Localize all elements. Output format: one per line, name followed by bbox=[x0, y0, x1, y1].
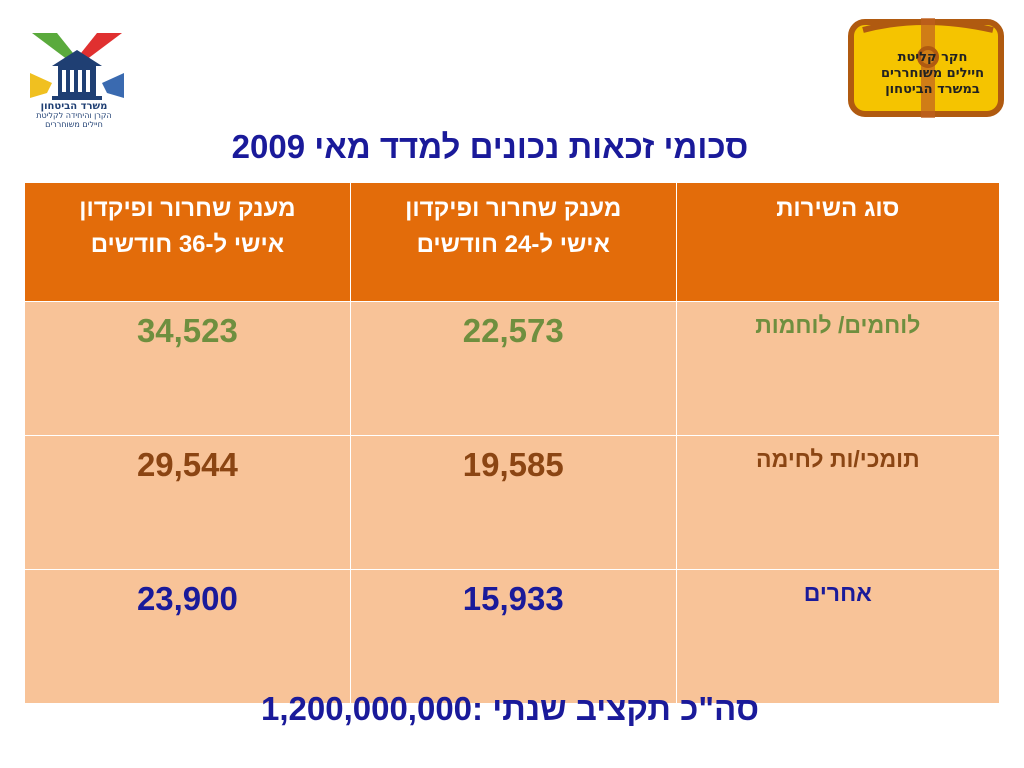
research-unit-logo bbox=[848, 18, 1004, 118]
header-grant-24-months: מענק שחרור ופיקדון אישי ל-24 חודשים bbox=[349, 182, 677, 302]
service-type-cell: לוחמים/ לוחמות bbox=[675, 301, 1001, 436]
table-row: לוחמים/ לוחמות 22,573 34,523 bbox=[24, 301, 1001, 436]
header-grant-36-months: מענק שחרור ופיקדון אישי ל-36 חודשים bbox=[24, 182, 351, 302]
service-type-cell: תומכי/ות לחימה bbox=[675, 435, 1001, 570]
ministry-logo-caption: משרד הביטחון הקרן והיחידה לקליטת חיילים … bbox=[36, 101, 112, 130]
page-title: סכומי זכאות נכונים למדד מאי 2009 bbox=[231, 128, 749, 165]
grant-36-cell: 34,523 bbox=[24, 301, 351, 436]
table-row: תומכי/ות לחימה 19,585 29,544 bbox=[24, 435, 1001, 570]
annual-budget-total: סה"כ תקציב שנתי :1,200,000,000 bbox=[260, 690, 760, 727]
grant-24-cell: 15,933 bbox=[349, 569, 677, 704]
research-logo-caption: חקר קליטת חיילים משוחררים במשרד הביטחון bbox=[880, 50, 985, 97]
grant-24-cell: 19,585 bbox=[349, 435, 677, 570]
table-row: אחרים 15,933 23,900 bbox=[24, 569, 1001, 704]
header-service-type: סוג השירות bbox=[675, 182, 1001, 302]
grant-36-cell: 29,544 bbox=[24, 435, 351, 570]
service-type-cell: אחרים bbox=[675, 569, 1001, 704]
ministry-of-defense-logo bbox=[30, 33, 124, 100]
grant-36-cell: 23,900 bbox=[24, 569, 351, 704]
table-header-row: סוג השירות מענק שחרור ופיקדון אישי ל-24 … bbox=[24, 182, 1001, 302]
entitlement-table: סוג השירות מענק שחרור ופיקדון אישי ל-24 … bbox=[24, 182, 1001, 704]
grant-24-cell: 22,573 bbox=[349, 301, 677, 436]
